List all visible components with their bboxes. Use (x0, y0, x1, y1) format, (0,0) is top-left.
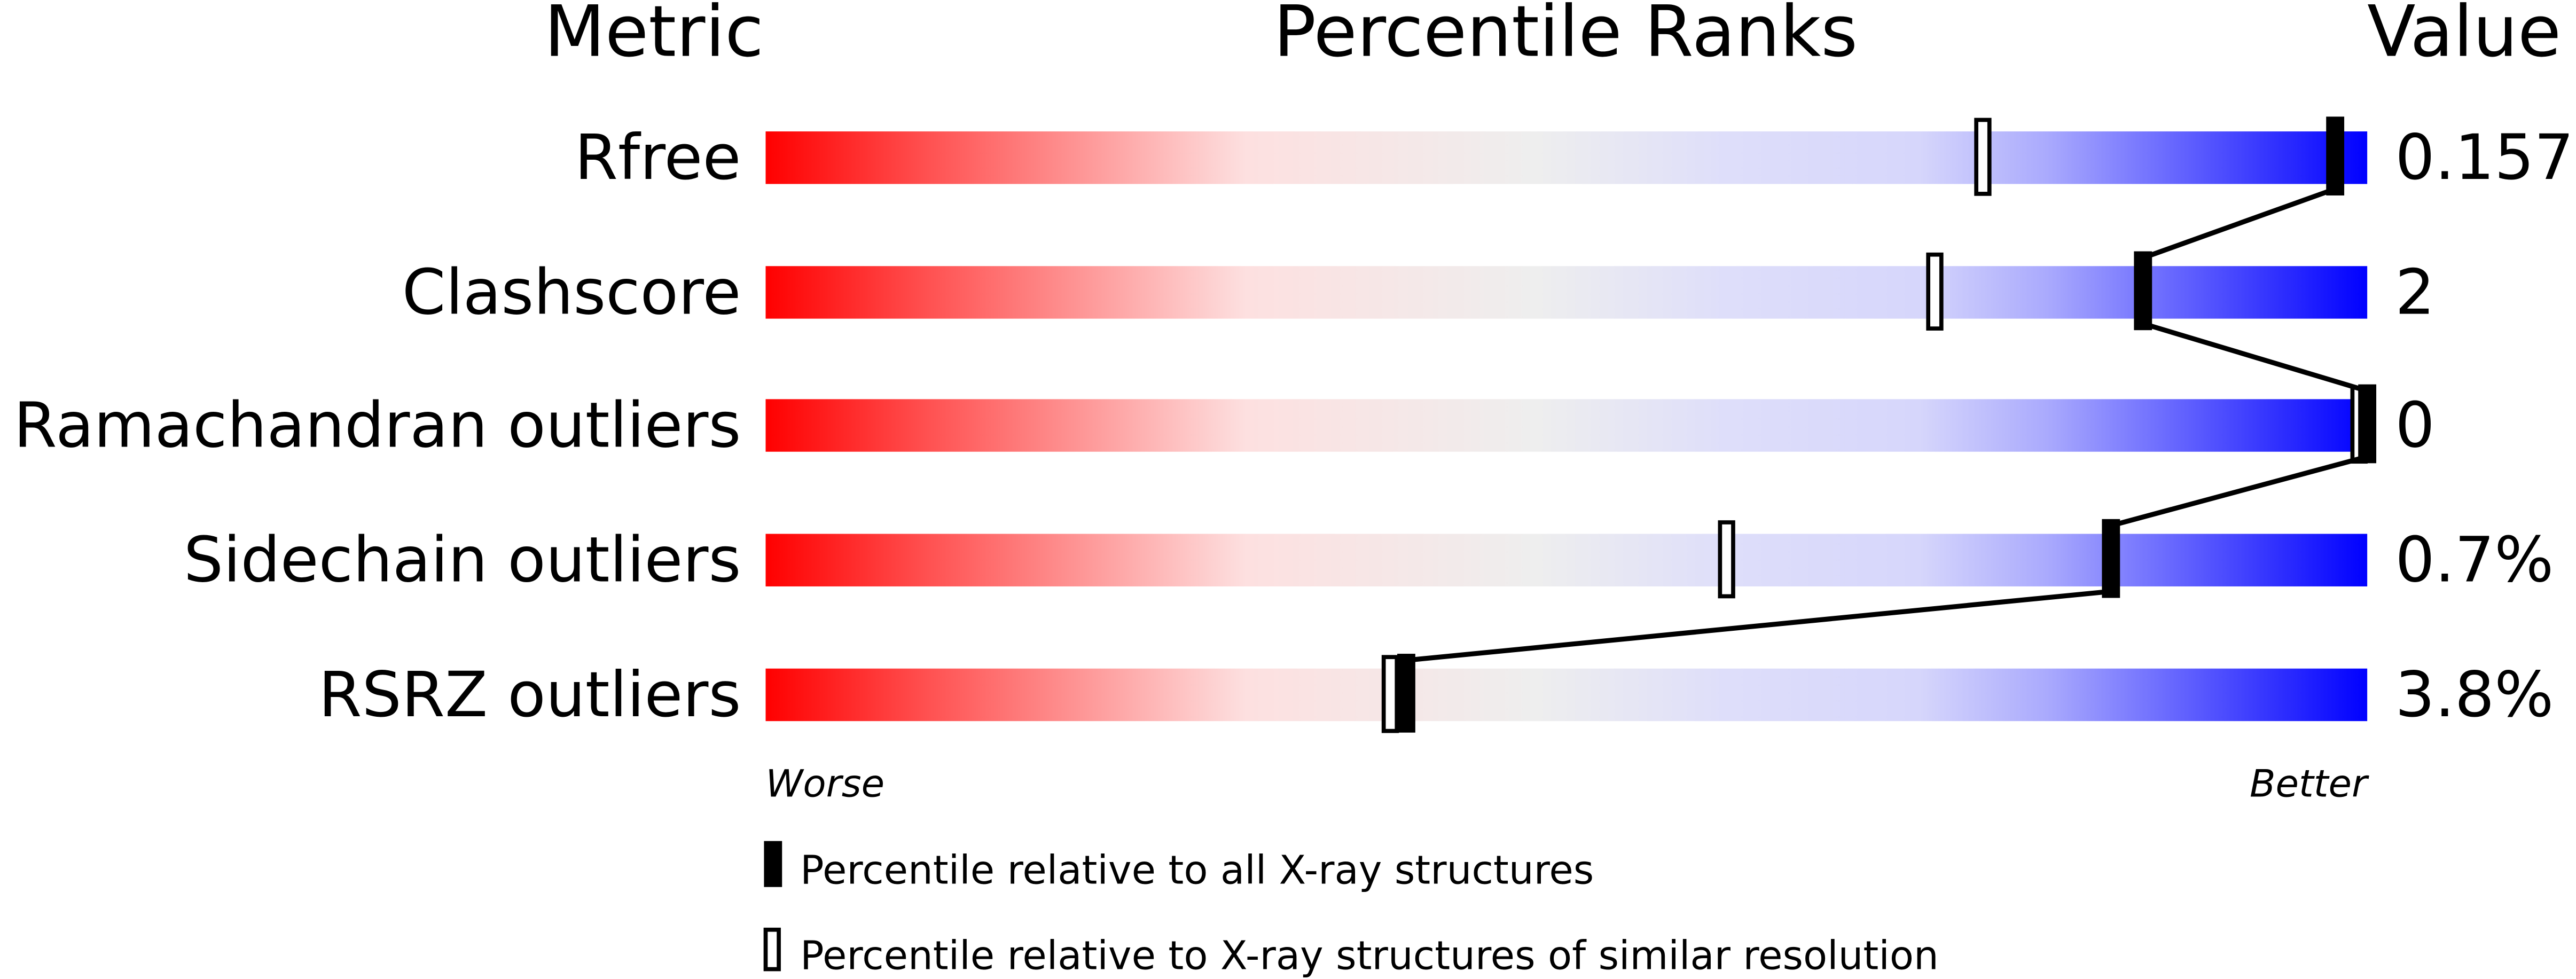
metric-value: 0 (2395, 389, 2434, 462)
metric-value: 3.8% (2395, 659, 2554, 731)
percentile-bar (765, 668, 2368, 722)
header-value: Value (2367, 0, 2561, 73)
marker-similar-resolution (1718, 520, 1735, 599)
legend-filled-marker-icon (764, 841, 782, 887)
metric-label: Sidechain outliers (184, 524, 741, 597)
marker-similar-resolution (1926, 252, 1944, 331)
metric-value: 0.7% (2395, 524, 2554, 597)
header-metric: Metric (544, 0, 764, 73)
percentile-bar (765, 534, 2368, 586)
marker-all-structures (2134, 251, 2152, 331)
connector-line (1406, 589, 2111, 663)
percentile-bar (765, 131, 2368, 184)
marker-similar-resolution (1381, 655, 1399, 733)
metric-value: 2 (2395, 256, 2434, 328)
metric-label: Clashscore (402, 256, 741, 328)
metric-label: Ramachandran outliers (13, 389, 741, 462)
header-percentile-ranks: Percentile Ranks (1273, 0, 1858, 73)
marker-all-structures (1397, 654, 1415, 733)
connector-line (2110, 454, 2368, 528)
connector-line (2142, 186, 2336, 261)
legend-label-all: Percentile relative to all X-ray structu… (800, 848, 1594, 894)
metric-label: RSRZ outliers (318, 659, 741, 731)
marker-similar-resolution (1974, 118, 1992, 196)
axis-label-better: Better (2250, 762, 2369, 806)
percentile-bar (765, 399, 2368, 452)
metric-value: 0.157 (2395, 121, 2574, 194)
metric-label: Rfree (575, 121, 741, 194)
legend-open-marker-icon (763, 927, 781, 972)
percentile-bar (765, 266, 2368, 319)
marker-all-structures (2358, 384, 2377, 464)
legend-label-similar: Percentile relative to X-ray structures … (800, 933, 1939, 979)
axis-label-worse: Worse (765, 762, 884, 806)
connector-line (2142, 321, 2368, 394)
marker-all-structures (2102, 519, 2120, 598)
marker-all-structures (2326, 116, 2345, 195)
